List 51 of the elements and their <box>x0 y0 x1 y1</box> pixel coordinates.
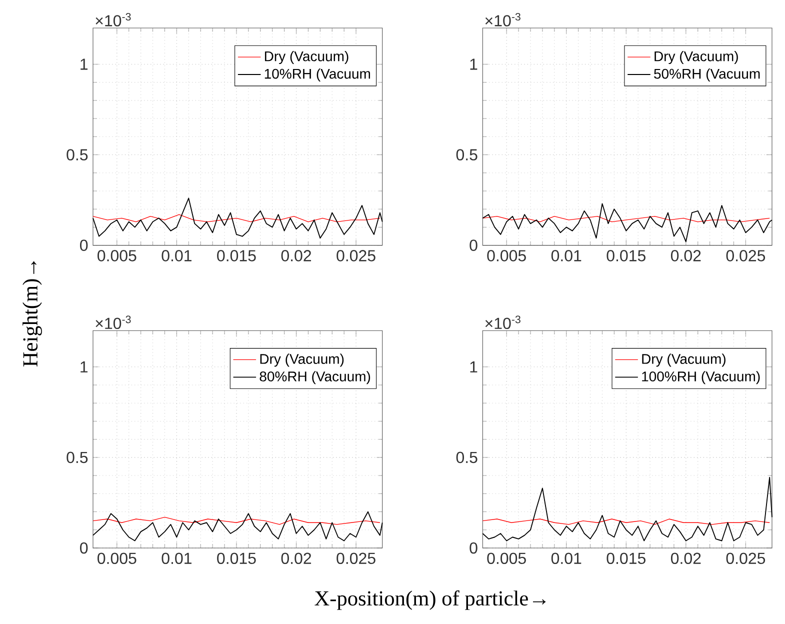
y-tick-label: 0 <box>80 542 88 554</box>
y-tick-label: 0.5 <box>456 149 478 160</box>
legend-label: Dry (Vacuum) <box>654 50 738 64</box>
legend-label: Dry (Vacuum) <box>264 50 348 64</box>
x-tick-label: 0.025 <box>726 250 766 262</box>
x-axis-title: X-position(m) of particle→ <box>314 590 546 610</box>
legend-label: 10%RH (Vacuum <box>264 68 370 82</box>
x-tick-label: 0.015 <box>217 552 256 564</box>
y-tick-label: 1 <box>80 58 88 70</box>
x-tick-label: 0.015 <box>606 552 646 564</box>
y-tick-label: 0.5 <box>66 452 88 464</box>
text: ×10$^{-3}$ <box>485 316 520 330</box>
x-tick-label: 0.025 <box>336 250 376 262</box>
x-tick-label: 0.01 <box>162 552 192 564</box>
line-series <box>92 214 380 222</box>
x-tick-label: 0.02 <box>281 250 312 262</box>
x-tick-label: 0.025 <box>336 552 376 564</box>
text: ×10$^{-3}$ <box>485 12 520 26</box>
x-tick-label: 0.015 <box>217 250 256 262</box>
y-tick-label: 0 <box>80 240 88 251</box>
x-tick-label: 0.005 <box>98 250 136 262</box>
y-tick-label: 0 <box>470 542 478 554</box>
legend-label: Dry (Vacuum) <box>260 354 344 367</box>
x-tick-label: 0.005 <box>487 552 526 564</box>
legend-label: 100%RH (Vacuum) <box>642 371 760 384</box>
x-tick-label: 0.005 <box>487 250 526 262</box>
x-tick-label: 0.02 <box>670 552 701 564</box>
x-tick-label: 0.015 <box>606 250 646 262</box>
x-tick-label: 0.02 <box>281 552 312 564</box>
y-tick-label: 1 <box>470 361 478 372</box>
y-axis-title: Height(m)→ <box>22 261 42 367</box>
x-tick-label: 0.01 <box>551 250 582 262</box>
y-tick-label: 1 <box>470 58 478 70</box>
x-tick-label: 0.025 <box>726 552 766 564</box>
legend-label: 80%RH (Vacuum) <box>260 371 370 384</box>
y-tick-label: 0 <box>470 240 478 251</box>
text: ×10$^{-3}$ <box>96 316 131 330</box>
line-series <box>92 198 383 239</box>
x-tick-label: 0.01 <box>551 552 582 564</box>
legend-label: Dry (Vacuum) <box>642 354 726 367</box>
text: ×10$^{-3}$ <box>96 12 131 26</box>
y-tick-label: 0.5 <box>66 149 88 160</box>
line-series <box>482 476 772 542</box>
line-series <box>92 516 380 525</box>
legend-label: 50%RH (Vacuum <box>654 68 760 82</box>
y-tick-label: 0.5 <box>456 452 478 464</box>
y-tick-label: 1 <box>80 361 88 372</box>
x-tick-label: 0.01 <box>162 250 192 262</box>
x-tick-label: 0.02 <box>670 250 701 262</box>
x-tick-label: 0.005 <box>98 552 136 564</box>
line-series <box>482 203 772 242</box>
